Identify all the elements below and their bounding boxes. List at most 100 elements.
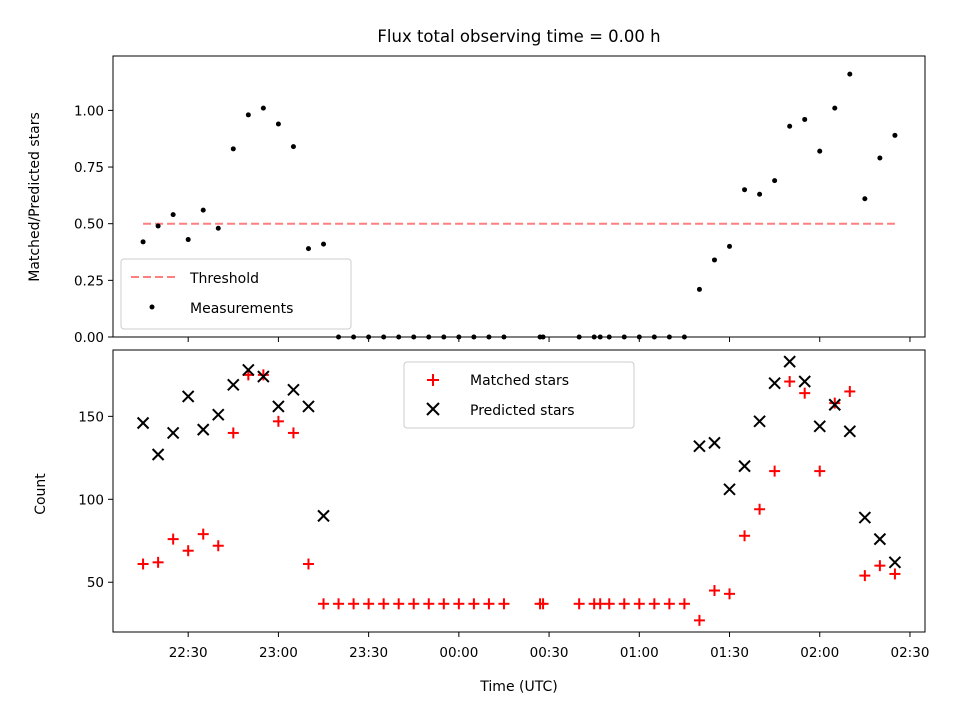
measurement-point [185, 237, 191, 243]
measurement-point [877, 155, 883, 161]
measurement-point [847, 71, 853, 77]
x-tick-label: 22:30 [169, 645, 208, 661]
predicted-stars-point [888, 556, 902, 569]
bottom-axes-frame [112, 349, 926, 633]
measurement-point [817, 148, 823, 154]
matched-stars-point [453, 598, 465, 610]
matched-stars-point [302, 558, 314, 570]
matched-stars-point [257, 369, 269, 381]
x-b [783, 355, 796, 368]
top-y-tick-label: 1.00 [74, 103, 104, 119]
x-tick-label: 02:30 [891, 645, 930, 661]
matched-stars-point [784, 376, 796, 388]
threshold-legend-label: Threshold [189, 271, 259, 287]
matched-stars-point [393, 598, 405, 610]
measurement-point [892, 132, 898, 138]
x-b [843, 425, 857, 438]
measurement-point [170, 212, 176, 218]
matched-stars-point [348, 598, 360, 610]
measurements-legend-label: Measurements [190, 301, 293, 317]
x-b [302, 400, 315, 413]
measurement-point [245, 112, 251, 118]
matched-stars-point [167, 533, 179, 545]
x-tick-label: 23:00 [259, 645, 298, 661]
matched-stars-point [408, 598, 420, 610]
matched-stars-point [859, 570, 871, 582]
predicted-stars-point [181, 390, 195, 403]
x-tick-label: 00:00 [439, 645, 478, 661]
matched-stars-point [799, 387, 811, 399]
top-panel: Flux total observing time = 0.00 h 0.000… [27, 27, 926, 346]
x-b [723, 483, 736, 496]
bottom-y-tick-label: 150 [78, 409, 104, 425]
top-legend-box [120, 258, 352, 330]
x-b [197, 423, 210, 436]
x-b [753, 415, 766, 428]
predicted-stars-point [858, 511, 872, 524]
matched-stars-point [272, 415, 284, 427]
x-b [136, 416, 150, 430]
measurement-point [140, 239, 146, 245]
measurement-point [772, 178, 778, 184]
predicted-stars-point [212, 408, 225, 421]
predicted-stars-point [257, 370, 270, 383]
matched-stars-point [739, 530, 751, 542]
matched-stars-point [708, 585, 720, 597]
predicted-stars-point [242, 363, 255, 377]
x-b [708, 436, 721, 450]
top-y-tick-label: 0.00 [74, 330, 104, 346]
predicted-stars-point [723, 483, 736, 496]
bottom-y-axis-label: Count [33, 473, 49, 515]
top-y-axis-label: Matched/Predicted stars [27, 112, 43, 282]
matched-stars-point [814, 465, 826, 477]
bottom-y-tick-label: 100 [78, 492, 104, 508]
predicted-stars-point [768, 376, 781, 390]
predicted-stars-point [136, 416, 150, 430]
predicted-stars-point [708, 436, 721, 450]
x-tick-label: 01:00 [620, 645, 659, 661]
matched-stars-point [663, 598, 675, 610]
bottom-legend: Matched stars Predicted stars [403, 361, 635, 429]
measurement-point [215, 225, 221, 231]
measurement-point [711, 257, 717, 263]
matched-stars-point [152, 556, 164, 568]
predicted-stars-point [287, 383, 300, 397]
bottom-y-tick-label: 50 [87, 575, 104, 591]
matched-stars-point [423, 598, 435, 610]
x-b [693, 440, 706, 453]
x-b [798, 375, 811, 388]
matched-stars-point [318, 598, 330, 610]
predicted-stars-point [798, 375, 811, 388]
bottom-plot-area: 50 100 150 22:30 23:00 23:30 00:00 00:30 01:00 01… [78, 355, 930, 661]
predicted-stars-point [227, 378, 240, 392]
x-b [257, 370, 270, 383]
matched-stars-point [573, 598, 585, 610]
measurement-point [260, 105, 266, 111]
measurement-point [862, 196, 868, 202]
matched-stars-point [648, 598, 660, 610]
x-b [166, 426, 180, 440]
top-plot-area: 0.00 0.25 0.50 0.75 1.00 [74, 71, 911, 346]
predicted-stars-point [317, 509, 330, 523]
x-b [873, 532, 887, 546]
matched-stars-point [438, 598, 450, 610]
measurement-point [321, 241, 327, 247]
measurement-point [275, 121, 281, 127]
x-tick-label: 23:30 [349, 645, 388, 661]
matched-stars-point [618, 598, 630, 610]
predicted-stars-point [272, 400, 285, 413]
measurement-point [305, 246, 311, 252]
predicted-stars-point [738, 459, 751, 473]
matched-stars-point [378, 598, 390, 610]
matched-stars-point [498, 598, 510, 610]
predicted-stars-point [197, 423, 210, 436]
measurement-point [155, 223, 161, 229]
top-y-tick-label: 0.25 [74, 273, 104, 289]
predicted-legend-label: Predicted stars [470, 403, 575, 419]
matched-legend-label: Matched stars [470, 373, 569, 389]
x-tick-label: 02:00 [800, 645, 839, 661]
x-b [828, 398, 841, 411]
matched-stars-point [693, 614, 705, 626]
matched-stars-point [769, 465, 781, 477]
